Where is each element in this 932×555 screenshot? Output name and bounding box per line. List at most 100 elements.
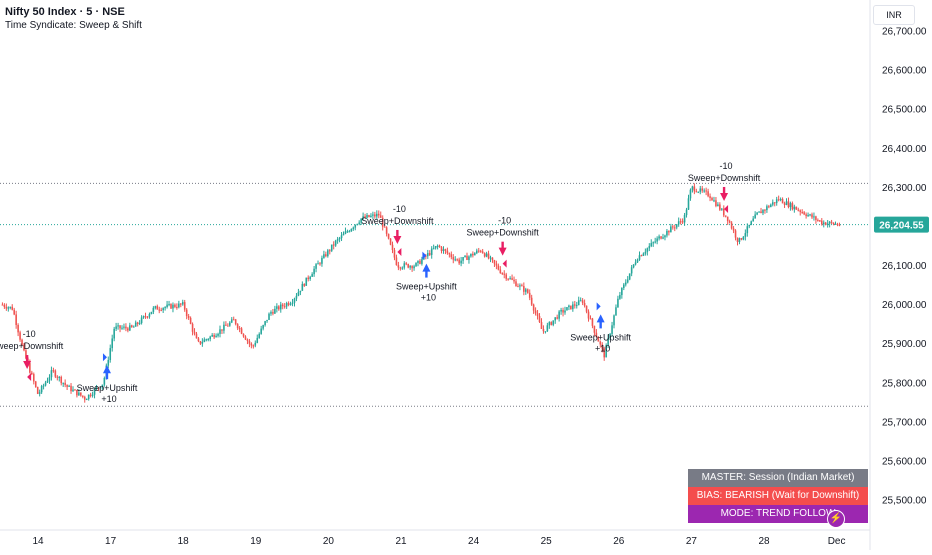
candle-body (397, 265, 400, 268)
candle-body (701, 188, 704, 191)
candle-body (266, 319, 268, 322)
candle-body (34, 381, 37, 387)
candle-body (675, 224, 678, 228)
y-tick-label: 25,800.00 (882, 378, 927, 389)
currency-badge[interactable]: INR (873, 5, 915, 25)
x-tick-label: Dec (828, 536, 846, 547)
candle-body (403, 263, 406, 268)
candle-body (58, 376, 61, 378)
candle-body (330, 244, 333, 251)
candle-body (660, 236, 662, 239)
candle-body (666, 230, 668, 236)
x-tick-label: 25 (541, 536, 553, 547)
candle-body (83, 396, 86, 400)
candle-body (493, 260, 496, 264)
y-tick-label: 25,500.00 (882, 496, 927, 507)
buy-arrow-icon (422, 263, 431, 272)
candle-body (603, 348, 606, 358)
candle-body (434, 246, 437, 249)
candle-body (515, 281, 517, 287)
candle-body (238, 328, 241, 330)
candle-body (568, 305, 570, 308)
candle-body (652, 242, 655, 244)
candle-body (634, 262, 637, 265)
candle-body (181, 302, 184, 305)
candle-body (773, 202, 776, 204)
candle-body (426, 253, 429, 257)
candle-body (229, 322, 231, 326)
candle-body (317, 263, 319, 265)
candle-body (807, 214, 809, 217)
candle-body (95, 387, 98, 390)
candle-body (289, 303, 292, 305)
x-tick-label: 21 (395, 536, 407, 547)
candle-body (499, 269, 502, 273)
candle-body (19, 332, 21, 340)
candle-body (646, 248, 649, 252)
candle-body (107, 360, 110, 366)
x-tick-label: 17 (105, 536, 117, 547)
candle-body (668, 230, 670, 233)
candle-body (832, 222, 835, 225)
candle-body (432, 248, 435, 250)
sell-arrow-icon (393, 235, 402, 244)
candle-body (62, 382, 64, 384)
candle-body (1, 304, 4, 306)
candle-body (48, 377, 51, 381)
candle-body (764, 209, 766, 211)
indicator-title[interactable]: Time Syndicate: Sweep & Shift (5, 20, 142, 31)
candle-body (287, 303, 290, 305)
candle-body (724, 215, 727, 217)
y-tick-label: 26,100.00 (882, 261, 927, 272)
candle-body (113, 328, 115, 339)
y-tick-label: 26,700.00 (882, 27, 927, 38)
candle-body (103, 377, 106, 385)
candle-body (546, 325, 549, 332)
candle-body (570, 305, 572, 310)
candle-body (556, 317, 558, 319)
candle-body (536, 313, 539, 317)
candle-body (278, 306, 280, 310)
candle-body (754, 214, 756, 219)
candle-body (699, 188, 702, 192)
candle-body (542, 328, 545, 332)
candle-body (256, 337, 259, 343)
candle-body (617, 298, 619, 308)
candle-body (295, 295, 298, 299)
candle-body (762, 209, 764, 214)
y-tick-label: 26,400.00 (882, 144, 927, 155)
candle-body (532, 304, 535, 311)
candle-body (311, 274, 313, 277)
candle-body (566, 307, 568, 311)
lightning-bolt-icon[interactable]: ⚡ (827, 510, 845, 528)
candle-body (605, 345, 607, 358)
candle-body (630, 267, 633, 274)
candle-body (203, 339, 206, 343)
candle-body (791, 203, 794, 210)
candle-body (191, 323, 194, 332)
candle-body (389, 238, 392, 245)
candle-body (685, 209, 688, 216)
candle-body (285, 303, 288, 307)
candle-body (752, 218, 754, 222)
candle-body (225, 324, 227, 326)
candle-body (189, 317, 192, 324)
candle-body (726, 216, 729, 222)
candle-body (327, 250, 329, 257)
candle-body (248, 340, 251, 344)
candle-body (334, 240, 337, 246)
candle-body (421, 259, 423, 264)
candle-body (505, 274, 507, 279)
candle-body (803, 212, 805, 215)
candle-body (391, 244, 394, 250)
candle-body (97, 387, 100, 389)
candle-body (523, 286, 525, 292)
candle-body (11, 306, 14, 310)
candle-body (830, 221, 833, 223)
candle-body (393, 249, 396, 258)
candle-body (150, 311, 153, 315)
candle-body (693, 186, 696, 192)
symbol-title[interactable]: Nifty 50 Index · 5 · NSE (5, 6, 125, 18)
